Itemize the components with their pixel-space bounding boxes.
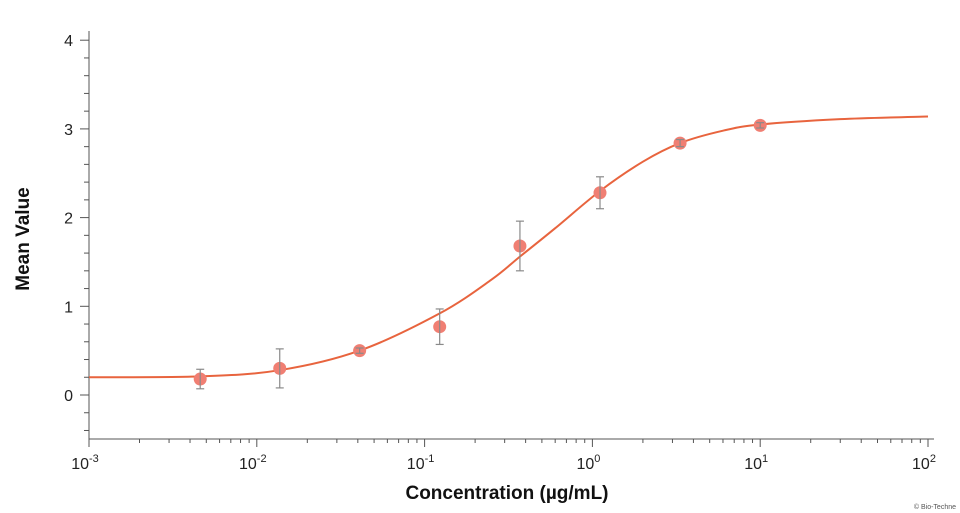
y-ticks: 0 1 2 3 4: [64, 33, 89, 431]
x-tick-label: 102: [912, 453, 936, 473]
x-tick-label: 10-1: [407, 453, 435, 473]
axes: [88, 31, 934, 440]
data-points: [193, 118, 767, 390]
y-tick-label: 0: [64, 388, 73, 405]
fit-curve: [88, 115, 929, 379]
x-tick-label: 100: [576, 453, 600, 473]
y-tick-label: 1: [64, 299, 73, 316]
x-ticks: 10-3 10-2 10-1 100 101 102: [71, 439, 936, 473]
y-axis-title: Mean Value: [13, 187, 34, 291]
y-tick-label: 2: [64, 211, 73, 228]
copyright-text: © Bio-Techne: [914, 503, 956, 511]
x-tick-label: 101: [744, 453, 768, 473]
x-tick-label: 10-3: [71, 453, 99, 473]
y-tick-label: 4: [64, 33, 73, 50]
y-tick-label: 3: [64, 122, 73, 139]
x-tick-label: 10-2: [239, 453, 267, 473]
x-axis-title: Concentration (µg/mL): [405, 483, 608, 504]
